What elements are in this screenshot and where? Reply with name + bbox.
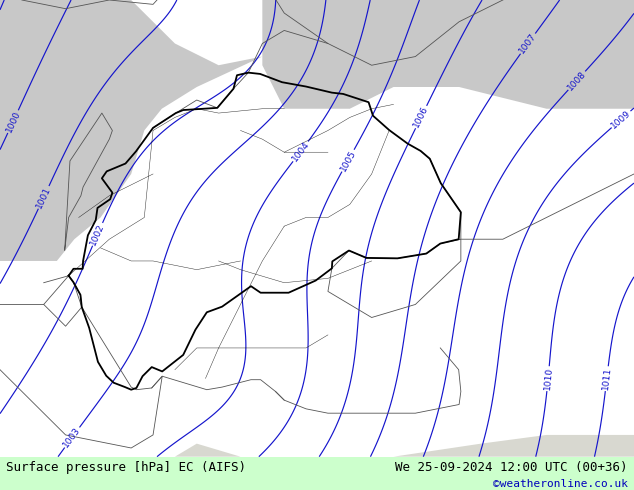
Text: 1007: 1007	[517, 32, 538, 55]
Polygon shape	[262, 0, 634, 109]
Polygon shape	[0, 0, 262, 261]
Text: 1002: 1002	[89, 222, 107, 246]
Text: 1001: 1001	[35, 185, 53, 210]
Text: 1011: 1011	[601, 367, 612, 391]
Text: 1000: 1000	[4, 109, 22, 134]
Text: 1004: 1004	[290, 140, 311, 163]
Text: ©weatheronline.co.uk: ©weatheronline.co.uk	[493, 479, 628, 489]
Text: Surface pressure [hPa] EC (AIFS): Surface pressure [hPa] EC (AIFS)	[6, 461, 247, 474]
Text: 1005: 1005	[339, 148, 358, 173]
Text: 1010: 1010	[543, 367, 553, 391]
Text: 1006: 1006	[412, 105, 430, 129]
Text: We 25-09-2024 12:00 UTC (00+36): We 25-09-2024 12:00 UTC (00+36)	[395, 461, 628, 474]
Text: 1008: 1008	[566, 69, 588, 92]
Text: 1003: 1003	[61, 425, 82, 449]
Text: 1009: 1009	[609, 108, 633, 130]
Polygon shape	[0, 435, 634, 457]
